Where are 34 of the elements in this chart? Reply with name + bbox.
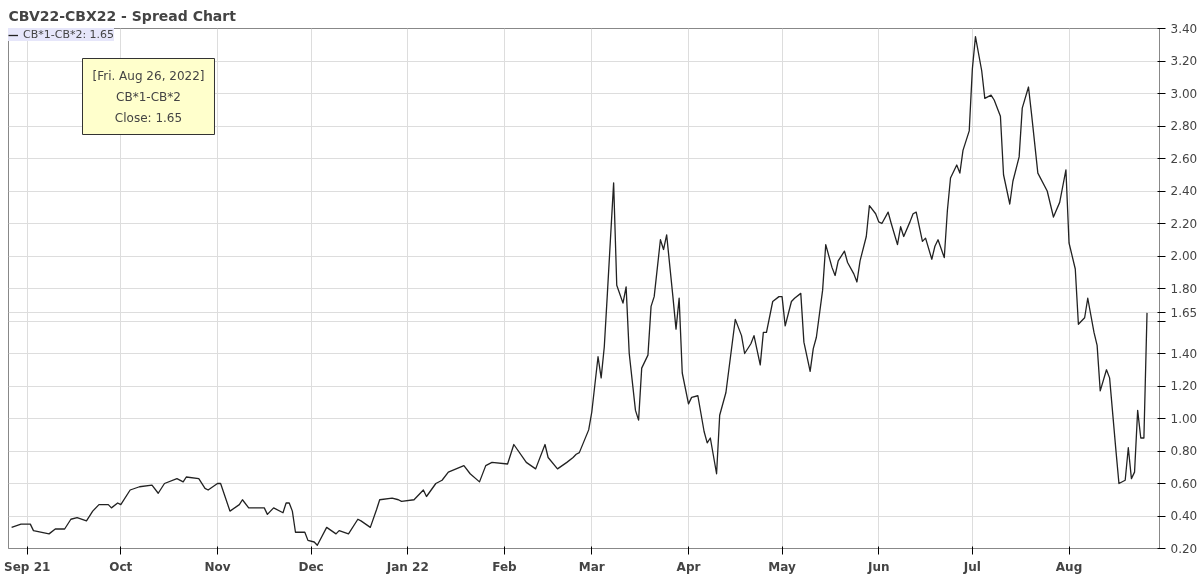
chart-title: CBV22-CBX22 - Spread Chart <box>8 7 237 24</box>
x-tick-label: Aug <box>1055 559 1083 574</box>
y-tick-label: 3.20 <box>1170 54 1198 68</box>
annotation: Close: 1.65 <box>114 110 183 125</box>
y-tick-label: 1.65 <box>1170 305 1198 320</box>
x-tick-label: May <box>768 559 796 574</box>
x-tick-label: Jun <box>866 559 890 574</box>
x-tick-label: Dec <box>298 559 324 574</box>
y-tick-label: 0.40 <box>1170 509 1198 523</box>
y-tick-label: 0.60 <box>1170 476 1198 491</box>
y-tick-label: 3.00 <box>1170 86 1198 101</box>
y-tick-label: 2.40 <box>1170 184 1198 198</box>
y-tick-label: 0.20 <box>1170 541 1198 556</box>
x-tick-label: Jan 22 <box>385 559 429 574</box>
x-tick-label: Mar <box>578 559 605 574</box>
x-tick-label: Apr <box>676 559 701 574</box>
y-tick-label: 1.80 <box>1170 281 1198 296</box>
annotation: [Fri. Aug 26, 2022] <box>92 68 205 83</box>
y-tick-label: 2.00 <box>1170 249 1198 263</box>
x-tick-label: Oct <box>109 559 133 574</box>
legend-label: CB*1-CB*2: 1.65 <box>23 28 115 41</box>
annotation: CB*1-CB*2 <box>116 89 181 104</box>
y-tick-label: 1.00 <box>1170 411 1198 426</box>
x-tick-label: Nov <box>204 559 231 574</box>
y-tick-label: 0.80 <box>1170 444 1198 458</box>
y-tick-label: 2.80 <box>1170 119 1198 133</box>
x-tick-label: Sep 21 <box>4 559 51 574</box>
y-tick-label: 1.20 <box>1170 379 1198 393</box>
x-tick-label: Jul <box>962 559 981 574</box>
y-tick-label: 2.20 <box>1170 216 1198 231</box>
y-tick-label: 3.40 <box>1170 21 1198 36</box>
x-tick-label: Feb <box>492 559 518 574</box>
y-tick-label: 1.40 <box>1170 346 1198 361</box>
y-tick-label: 2.60 <box>1170 151 1198 166</box>
